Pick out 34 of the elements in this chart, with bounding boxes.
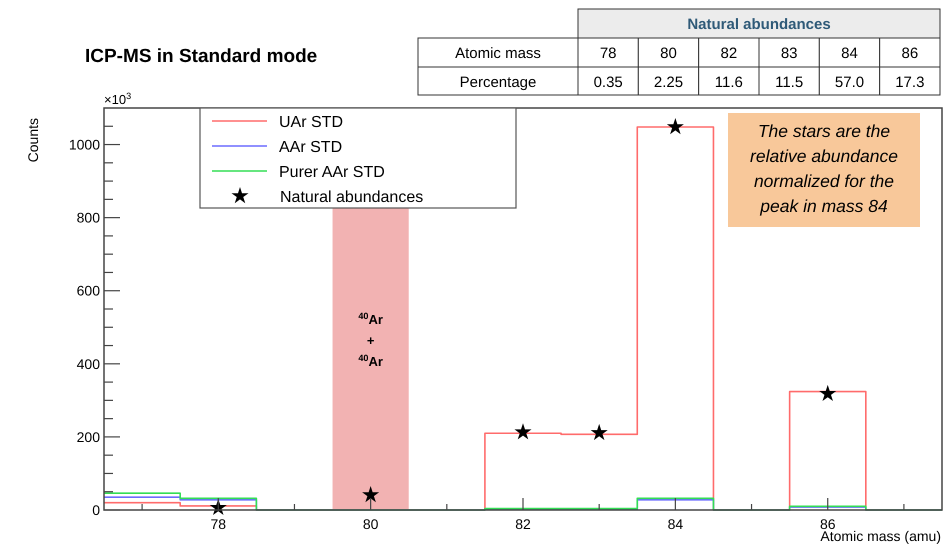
chart-title: ICP-MS in Standard mode — [85, 46, 318, 67]
y-tick-label: 0 — [92, 502, 100, 518]
y-tick-label: 800 — [76, 210, 100, 226]
data-label: 11.5 — [775, 74, 804, 91]
data-label: 2.25 — [654, 74, 684, 91]
x-tick-label: 80 — [362, 516, 379, 532]
x-tick-label: 84 — [668, 516, 684, 532]
data-label: 0.35 — [594, 74, 623, 91]
y-tick-label: 1000 — [68, 136, 100, 153]
legend-label: Natural abundances — [280, 189, 424, 206]
legend-label: AAr STD — [279, 139, 342, 156]
x-tick-label: 78 — [210, 516, 226, 532]
y-tick-label: 200 — [76, 428, 100, 445]
data-label: 17.3 — [895, 74, 924, 91]
data-label: 11.6 — [714, 74, 743, 91]
data-label: 57.0 — [834, 74, 864, 91]
x-tick-label: 80 — [660, 45, 677, 62]
chart-title: Natural abundances — [687, 16, 831, 33]
x-tick-label: 84 — [841, 45, 858, 62]
x-axis-title: Atomic mass — [455, 45, 541, 62]
y-tick-label: 600 — [76, 282, 100, 299]
y-tick-label: Percentage — [460, 74, 536, 91]
x-tick-label: 82 — [720, 45, 738, 62]
legend-label: Purer AAr STD — [279, 164, 385, 181]
y-tick-label: 400 — [76, 356, 100, 372]
x-tick-label: 82 — [515, 516, 531, 532]
y-axis-title: Counts — [25, 118, 41, 162]
x-tick-label: 83 — [780, 45, 798, 62]
x-tick-label: 78 — [600, 45, 617, 62]
band-label: $^{40}$Ar + $^{40}$Ar — [358, 311, 383, 369]
x-tick-label: 86 — [901, 45, 918, 62]
annotation: The stars are the relative abundance normalized for the peak in mass 84 — [750, 121, 898, 216]
legend-label: UAr STD — [279, 114, 343, 131]
text: ×10$^{3}$ — [104, 91, 132, 107]
